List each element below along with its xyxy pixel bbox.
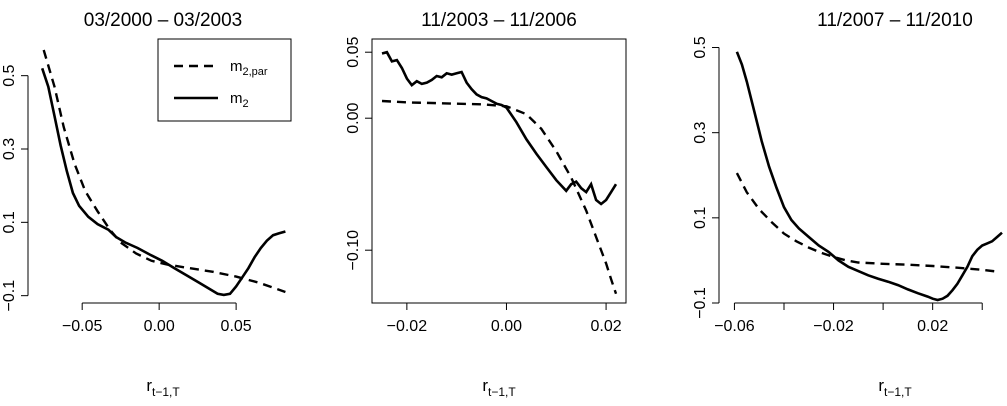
x-tick-label: −0.05 bbox=[62, 318, 103, 335]
legend-label: m2,par bbox=[230, 58, 268, 78]
chart-title: 03/2000 – 03/2003 bbox=[84, 10, 243, 31]
plot-frame bbox=[371, 38, 627, 304]
chart-panel-3: 11/2007 – 11/2010 −0.1 0.1 0.3 0.5 −0.06 −0.02… bbox=[692, 10, 1003, 399]
x-tick-label: 0.00 bbox=[491, 318, 522, 335]
x-tick-label: −0.02 bbox=[387, 318, 428, 335]
x-tick-label: 0.02 bbox=[917, 318, 948, 335]
y-tick-label: 0.00 bbox=[345, 103, 362, 134]
y-tick-label: 0.1 bbox=[692, 207, 709, 229]
legend-box bbox=[157, 38, 292, 122]
series-line-m2 bbox=[735, 51, 1003, 302]
x-tick-label: 0.05 bbox=[221, 318, 252, 335]
y-tick-label: 0.05 bbox=[345, 37, 362, 68]
y-tick-label: 0.3 bbox=[1, 138, 18, 160]
chart-panel-1: 03/2000 – 03/2003 −0.1 0.1 0.3 0.5 −0.05 0.00 0… bbox=[1, 10, 292, 399]
x-tick-label: −0.06 bbox=[714, 318, 755, 335]
x-axis-label: rt−1,T bbox=[878, 376, 912, 399]
x-tick-label: −0.02 bbox=[813, 318, 854, 335]
chart-title: 11/2003 – 11/2006 bbox=[421, 10, 577, 31]
legend-label: m2 bbox=[230, 90, 249, 110]
y-tick-label: −0.10 bbox=[345, 230, 362, 271]
y-tick-label: −0.1 bbox=[692, 287, 709, 319]
x-tick-label: 0.00 bbox=[144, 318, 175, 335]
x-axis-label: rt−1,T bbox=[146, 376, 180, 399]
series-line-m2-par bbox=[381, 99, 618, 295]
series-line-m2-par bbox=[42, 49, 286, 294]
series-line-m2 bbox=[40, 67, 286, 297]
series-line-m2 bbox=[381, 50, 618, 206]
x-axis-label: rt−1,T bbox=[482, 376, 516, 399]
series-line-m2-par bbox=[735, 172, 1000, 274]
y-tick-label: 0.5 bbox=[1, 64, 18, 86]
y-tick-label: 0.1 bbox=[1, 211, 18, 233]
x-tick-label: 0.02 bbox=[591, 318, 622, 335]
y-tick-label: 0.3 bbox=[692, 121, 709, 143]
chart-title: 11/2007 – 11/2010 bbox=[817, 10, 973, 31]
legend: m2,par m2 bbox=[157, 38, 292, 122]
y-tick-label: 0.5 bbox=[692, 36, 709, 58]
chart-panel-2: 11/2003 – 11/2006 −0.10 0.00 0.05 −0.02 0.00 0… bbox=[345, 10, 627, 399]
y-tick-label: −0.1 bbox=[1, 280, 18, 312]
